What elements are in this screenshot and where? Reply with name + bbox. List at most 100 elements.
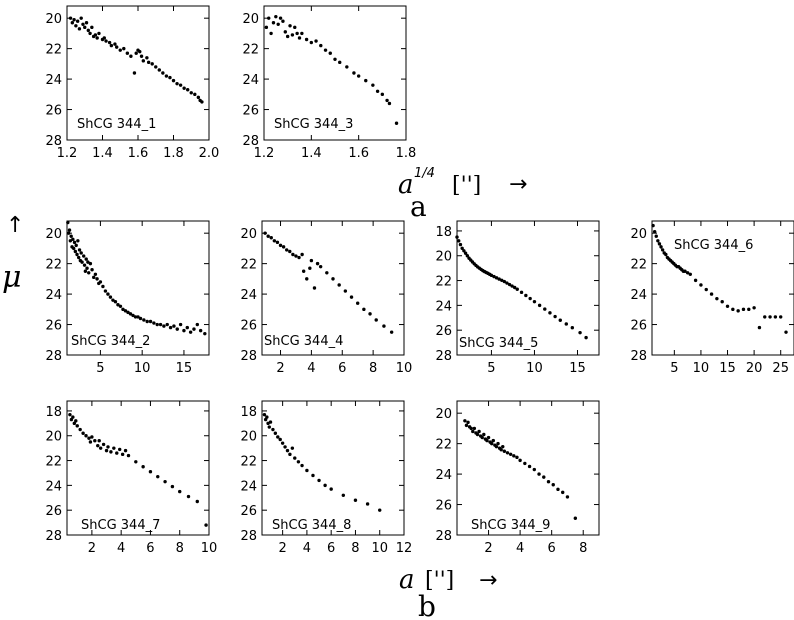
- data-point: [699, 283, 703, 287]
- data-point: [193, 92, 197, 97]
- data-point: [319, 43, 323, 48]
- data-point: [266, 234, 270, 238]
- data-point: [109, 450, 113, 454]
- data-point: [107, 40, 112, 45]
- data-point: [486, 435, 491, 440]
- data-point: [502, 449, 507, 453]
- y-tick-label: 20: [242, 12, 259, 27]
- data-point: [84, 434, 88, 438]
- x-tick-label: 6: [146, 541, 154, 556]
- data-point: [362, 307, 366, 312]
- data-point: [175, 81, 179, 86]
- data-point: [70, 21, 75, 25]
- y-tick-label: 18: [435, 225, 452, 240]
- data-point: [132, 71, 137, 75]
- x-tick-label: 8: [369, 361, 377, 376]
- bottom-xlabel-unit: ['']: [425, 568, 454, 593]
- data-point: [731, 307, 735, 312]
- data-point: [72, 421, 77, 426]
- data-point: [276, 22, 280, 26]
- data-point: [96, 443, 100, 448]
- data-point: [466, 420, 470, 425]
- data-point: [380, 92, 385, 97]
- y-tick-label: 24: [242, 73, 259, 88]
- data-point: [267, 425, 271, 429]
- panel-label: ShCG 344_3: [274, 117, 353, 132]
- data-point: [90, 25, 94, 30]
- y-tick-label: 18: [45, 405, 62, 420]
- data-point: [79, 16, 83, 20]
- data-point: [387, 101, 392, 106]
- data-point: [76, 255, 81, 260]
- x-tick-label: 15: [719, 361, 736, 376]
- data-point: [136, 315, 140, 319]
- data-point: [196, 95, 201, 100]
- data-point: [178, 489, 182, 494]
- data-point: [68, 412, 72, 417]
- data-point: [779, 315, 783, 319]
- top-xlabel-arrow: →: [509, 172, 527, 197]
- data-point: [102, 36, 106, 40]
- data-point: [741, 307, 746, 312]
- data-point: [71, 237, 75, 241]
- data-point: [527, 464, 532, 469]
- x-tick-label: 20: [746, 361, 763, 376]
- data-point: [293, 25, 297, 30]
- data-point: [101, 284, 105, 289]
- data-point: [317, 478, 321, 483]
- data-point: [154, 65, 158, 69]
- data-point: [343, 289, 348, 293]
- data-point: [271, 427, 275, 432]
- data-point: [116, 303, 120, 307]
- data-point: [142, 318, 146, 322]
- panel-frame: [261, 220, 405, 356]
- data-point: [278, 16, 283, 20]
- data-point: [182, 86, 186, 90]
- data-point: [394, 121, 399, 125]
- data-point: [93, 33, 98, 37]
- data-point: [113, 300, 118, 304]
- data-point: [118, 447, 122, 452]
- data-point: [556, 487, 560, 492]
- panel-5: 5 10 15 18 20 22 24 26 28 ShCG 344_5: [435, 220, 600, 376]
- data-point: [118, 48, 122, 52]
- data-point: [172, 324, 176, 328]
- y-tick-label: 22: [45, 43, 62, 58]
- x-tick-label: 1.2: [254, 146, 275, 161]
- data-point: [558, 318, 562, 322]
- data-point: [158, 322, 163, 327]
- data-point: [720, 300, 724, 304]
- data-point: [688, 272, 692, 276]
- data-point: [693, 278, 698, 283]
- data-point: [164, 74, 169, 78]
- data-point: [85, 266, 89, 270]
- bottom-xlabel-symbol: a: [399, 565, 415, 595]
- data-point: [92, 275, 96, 280]
- x-tick-label: 2: [484, 541, 492, 556]
- panel-label: ShCG 344_7: [81, 518, 160, 533]
- data-point: [532, 467, 537, 472]
- data-point: [278, 243, 283, 248]
- y-tick-label: 22: [45, 455, 62, 470]
- data-point: [71, 415, 75, 419]
- data-point: [74, 243, 78, 248]
- data-point: [123, 309, 128, 313]
- y-tick-label: 22: [45, 258, 62, 273]
- y-tick-label: 28: [435, 349, 452, 364]
- data-point: [273, 431, 278, 435]
- data-point: [93, 272, 98, 276]
- data-point: [108, 295, 113, 299]
- data-point: [463, 419, 467, 423]
- x-tick-label: 4: [303, 541, 311, 556]
- data-point: [86, 28, 91, 33]
- data-point: [163, 479, 167, 484]
- data-point: [524, 293, 528, 298]
- data-point: [462, 249, 466, 253]
- data-point: [76, 239, 80, 243]
- data-point: [84, 257, 88, 261]
- x-tick-label: 25: [772, 361, 789, 376]
- data-point: [77, 27, 82, 31]
- data-point: [709, 292, 714, 296]
- data-point: [175, 327, 179, 331]
- data-point: [97, 439, 101, 443]
